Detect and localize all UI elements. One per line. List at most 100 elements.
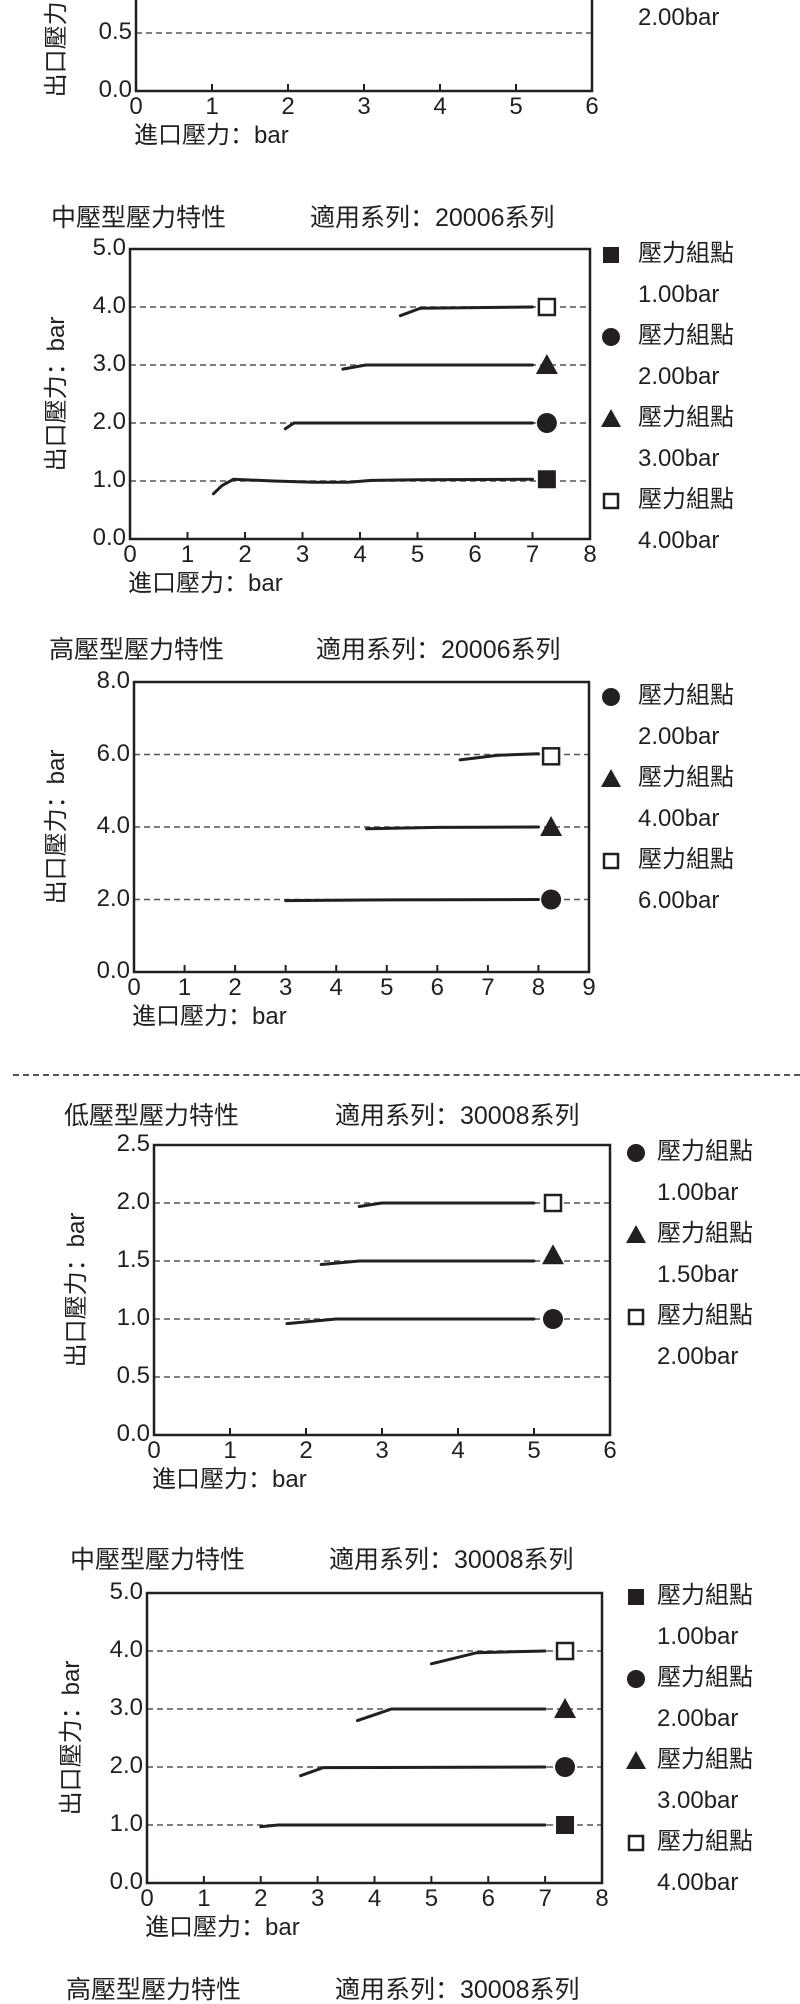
y-axis-label: 出口壓力：bar	[43, 316, 70, 472]
legend-value: 2.00bar	[657, 1705, 739, 1732]
circle-filled-marker-2.00bar	[555, 1757, 576, 1777]
legend-label: 壓力組點	[657, 1828, 753, 1855]
x-tick-label: 3	[375, 1437, 389, 1464]
series-line-2.00bar	[283, 421, 534, 431]
legend-triangle-filled-icon	[626, 1225, 646, 1243]
triangle-filled-marker-3.00bar	[535, 354, 558, 374]
x-tick-label: 5	[527, 1437, 541, 1464]
chart-title: 高壓型壓力特性	[66, 1976, 242, 2004]
x-tick-label: 1	[197, 1885, 211, 1912]
legend-triangle-filled-icon	[601, 409, 621, 427]
x-tick-label: 3	[278, 974, 293, 1001]
legend-value: 4.00bar	[638, 805, 720, 832]
circle-filled-marker-2.00bar	[541, 889, 562, 910]
legend-square-open-icon	[627, 1308, 645, 1326]
legend-label: 壓力組點	[638, 322, 734, 349]
legend-square-open-icon	[602, 852, 620, 870]
legend-circle-filled-icon	[627, 1670, 645, 1688]
legend-square-filled-icon	[603, 247, 619, 263]
legend-label: 壓力組點	[638, 486, 734, 513]
legend-value: 6.00bar	[638, 887, 720, 914]
x-tick-label: 3	[357, 93, 371, 120]
legend-label: 壓力組點	[638, 404, 734, 431]
legend-label: 壓力組點	[638, 764, 734, 791]
y-tick-label: 1.0	[92, 466, 126, 493]
legend-value: 3.00bar	[638, 445, 720, 472]
x-tick-label: 1	[205, 93, 219, 120]
legend-label: 壓力組點	[638, 846, 734, 873]
x-tick-label: 3	[295, 541, 310, 568]
square-open-marker-6.00bar	[541, 747, 561, 766]
x-axis-label: 進口壓力：bar	[152, 1466, 307, 1493]
triangle-filled-marker-1.50bar	[542, 1244, 564, 1265]
x-tick-label: 2	[299, 1437, 313, 1464]
y-tick-label: 2.5	[116, 1130, 150, 1157]
triangle-filled-marker-3.00bar	[554, 1698, 577, 1718]
legend-value: 2.00bar	[657, 1343, 739, 1370]
circle-filled-marker-2.00bar	[536, 413, 557, 433]
y-tick-label: 0.5	[98, 18, 132, 45]
series-line-4.00bar	[398, 305, 534, 318]
x-tick-label: 2	[238, 541, 252, 568]
y-tick-label: 1.0	[109, 1810, 143, 1837]
y-axis-label: 出口壓力：bar	[58, 1660, 85, 1816]
series-line-3.00bar	[355, 1707, 547, 1723]
series-line-1.00bar	[211, 477, 534, 496]
chart-title: 高壓型壓力特性	[49, 636, 225, 664]
series-line-3.00bar	[341, 363, 534, 371]
x-tick-label: 5	[509, 93, 523, 120]
x-tick-label: 2	[254, 1885, 268, 1912]
chart-series-label: 適用系列：20006系列	[310, 204, 555, 232]
legend-triangle-filled-icon	[626, 1751, 646, 1769]
x-tick-label: 4	[329, 974, 343, 1001]
square-filled-marker-1.00bar	[556, 1816, 575, 1834]
square-open-marker-4.00bar	[555, 1641, 575, 1661]
x-tick-label: 3	[310, 1885, 325, 1912]
legend-value: 2.00bar	[638, 723, 720, 750]
section-divider	[13, 1074, 800, 1076]
chart-title: 中壓型壓力特性	[70, 1546, 246, 1574]
x-tick-label: 8	[583, 541, 597, 568]
legend-value: 3.00bar	[657, 1787, 739, 1814]
chart-series-label: 適用系列：30008系列	[335, 1102, 580, 1130]
x-tick-label: 1	[223, 1437, 237, 1464]
x-tick-label: 6	[585, 93, 599, 120]
x-tick-label: 6	[603, 1437, 617, 1464]
legend-value: 1.00bar	[638, 281, 720, 308]
legend-value: 2.00bar	[638, 4, 720, 31]
plot-frame	[128, 247, 592, 541]
square-open-marker-4.00bar	[537, 297, 557, 317]
x-tick-label: 8	[595, 1885, 609, 1912]
legend-label: 壓力組點	[657, 1220, 753, 1247]
legend-label: 壓力組點	[657, 1746, 753, 1773]
y-tick-label: 3.0	[109, 1694, 143, 1721]
x-tick-label: 6	[468, 541, 482, 568]
x-tick-label: 6	[430, 974, 444, 1001]
y-tick-label: 0.0	[116, 1420, 150, 1447]
square-open-marker-2.00bar	[543, 1193, 563, 1213]
x-tick-label: 4	[451, 1437, 465, 1464]
x-tick-label: 0	[127, 974, 141, 1001]
x-tick-label: 1	[180, 541, 195, 568]
x-tick-label: 2	[228, 974, 242, 1001]
y-tick-label: 2.0	[109, 1752, 143, 1779]
triangle-filled-marker-4.00bar	[540, 816, 563, 836]
legend-label: 壓力組點	[657, 1664, 753, 1691]
x-tick-label: 0	[123, 541, 137, 568]
legend-label: 壓力組點	[657, 1302, 753, 1329]
legend-label: 壓力組點	[638, 240, 734, 267]
y-tick-label: 6.0	[96, 739, 130, 767]
x-tick-label: 0	[129, 93, 143, 120]
circle-filled-marker-1.00bar	[543, 1309, 563, 1329]
plot-frame	[145, 1591, 604, 1885]
x-tick-label: 4	[433, 93, 447, 120]
legend-circle-filled-icon	[602, 328, 620, 346]
y-tick-label: 5.0	[109, 1578, 143, 1605]
y-tick-label: 0.0	[92, 524, 126, 551]
y-tick-label: 3.0	[92, 350, 126, 377]
x-tick-label: 2	[281, 93, 295, 120]
legend-triangle-filled-icon	[601, 769, 621, 787]
legend-value: 2.00bar	[638, 363, 720, 390]
x-tick-label: 5	[410, 541, 425, 568]
